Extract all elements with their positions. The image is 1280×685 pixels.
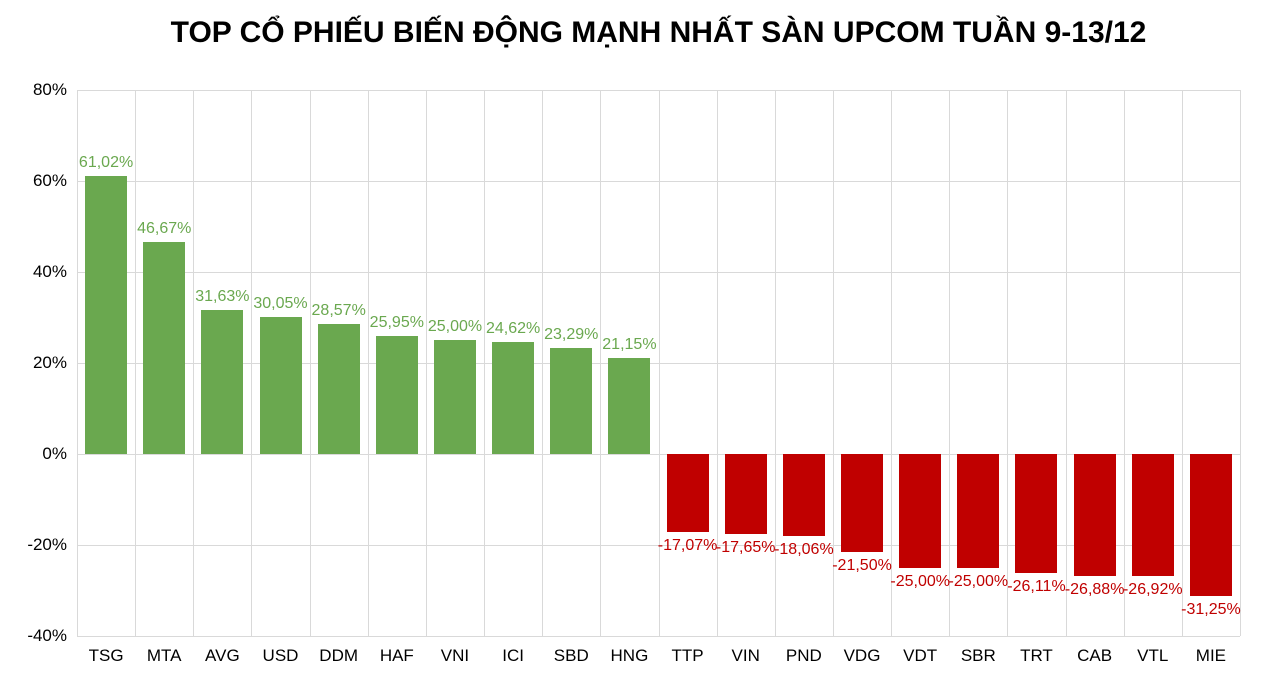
value-label-sbd: 23,29% <box>544 326 599 344</box>
value-label-vtl: -26,92% <box>1122 581 1183 599</box>
y-tick-label: 0% <box>42 444 67 463</box>
v-gridline <box>77 90 78 636</box>
y-tick-label: -20% <box>27 535 67 554</box>
v-gridline <box>1181 90 1183 636</box>
y-tick-label: 40% <box>32 262 67 281</box>
bar-trt <box>1015 454 1058 573</box>
v-gridline <box>309 90 311 636</box>
x-tick-label-vdt: VDT <box>903 646 938 665</box>
value-label-ttp: -17,07% <box>657 536 718 554</box>
bar-mta <box>143 241 186 454</box>
x-tick-label-mta: MTA <box>146 646 182 665</box>
value-label-vdg: -21,50% <box>832 556 892 574</box>
bar-vni <box>433 340 476 454</box>
v-gridline <box>716 90 718 636</box>
value-label-avg: 31,63% <box>195 288 250 306</box>
v-gridline <box>251 90 253 636</box>
x-tick-label-sbd: SBD <box>553 646 589 665</box>
bar-cab <box>1073 454 1116 577</box>
bar-ddm <box>317 324 360 454</box>
v-gridline <box>484 90 486 636</box>
bar-haf <box>375 335 418 454</box>
chart-title: TOP CỔ PHIẾU BIẾN ĐỘNG MẠNH NHẤT SÀN UPC… <box>170 16 1147 49</box>
value-label-trt: -26,11% <box>1007 577 1066 595</box>
y-tick-label: 20% <box>32 353 67 372</box>
v-gridline <box>658 90 660 636</box>
bar-vtl <box>1131 454 1174 577</box>
value-label-sbr: -25,00% <box>948 572 1009 590</box>
x-tick-label-usd: USD <box>262 646 299 665</box>
x-tick-label-vin: VIN <box>731 646 760 665</box>
x-tick-label-ttp: TTP <box>671 646 704 665</box>
y-tick-label: 80% <box>32 80 67 99</box>
value-label-mie: -31,25% <box>1181 601 1241 619</box>
x-tick-label-hng: HNG <box>610 646 649 665</box>
value-label-vni: 25,00% <box>427 318 483 336</box>
value-label-cab: -26,88% <box>1064 581 1125 599</box>
x-tick-label-vtl: VTL <box>1137 646 1169 665</box>
y-tick-label: 60% <box>32 171 67 190</box>
value-label-hng: 21,15% <box>602 335 657 353</box>
v-gridline <box>1065 90 1067 636</box>
value-label-ddm: 28,57% <box>311 302 366 319</box>
x-tick-label-tsg: TSG <box>88 646 124 665</box>
x-tick-label-trt: TRT <box>1020 646 1053 665</box>
v-gridline <box>367 90 369 636</box>
v-gridline <box>600 90 602 636</box>
bar-avg <box>201 310 244 454</box>
h-gridline <box>77 636 1240 637</box>
value-label-pnd: -18,06% <box>774 541 834 559</box>
bar-hng <box>608 357 651 454</box>
bar-mie <box>1189 454 1232 597</box>
value-label-usd: 30,05% <box>253 295 308 313</box>
bar-ici <box>492 341 535 454</box>
value-label-ici: 24,62% <box>485 319 541 337</box>
value-label-mta: 46,67% <box>137 219 192 237</box>
value-label-vin: -17,65% <box>715 539 776 557</box>
v-gridline <box>891 90 893 636</box>
x-tick-label-haf: HAF <box>379 646 414 665</box>
v-gridline <box>425 90 427 636</box>
bar-sbr <box>957 454 1000 568</box>
x-tick-label-vdg: VDG <box>843 646 881 665</box>
v-gridline <box>193 90 195 636</box>
x-tick-label-vni: VNI <box>440 646 470 665</box>
v-gridline <box>1007 90 1009 636</box>
x-tick-label-mie: MIE <box>1195 646 1227 665</box>
bar-tsg <box>85 176 128 454</box>
v-gridline <box>1123 90 1125 636</box>
v-gridline <box>949 90 951 636</box>
x-tick-label-pnd: PND <box>785 646 822 665</box>
bar-usd <box>259 317 302 454</box>
v-gridline <box>832 90 834 636</box>
v-gridline <box>774 90 776 636</box>
v-gridline <box>135 90 137 636</box>
v-gridline <box>542 90 544 636</box>
x-tick-label-ici: ICI <box>502 646 524 665</box>
bar-vdg <box>841 454 884 552</box>
v-gridline <box>1240 90 1241 636</box>
x-tick-label-cab: CAB <box>1077 646 1113 665</box>
x-tick-label-sbr: SBR <box>960 646 996 665</box>
bar-sbd <box>550 348 593 454</box>
x-tick-label-avg: AVG <box>205 646 240 665</box>
value-label-haf: 25,95% <box>369 313 424 331</box>
value-label-vdt: -25,00% <box>890 572 950 590</box>
x-tick-label-ddm: DDM <box>319 646 359 665</box>
y-tick-label: -40% <box>27 626 67 645</box>
bar-vin <box>724 454 767 535</box>
bar-pnd <box>782 454 825 537</box>
bar-ttp <box>666 454 709 532</box>
value-label-tsg: 61,02% <box>78 154 134 172</box>
bar-vdt <box>899 454 942 568</box>
